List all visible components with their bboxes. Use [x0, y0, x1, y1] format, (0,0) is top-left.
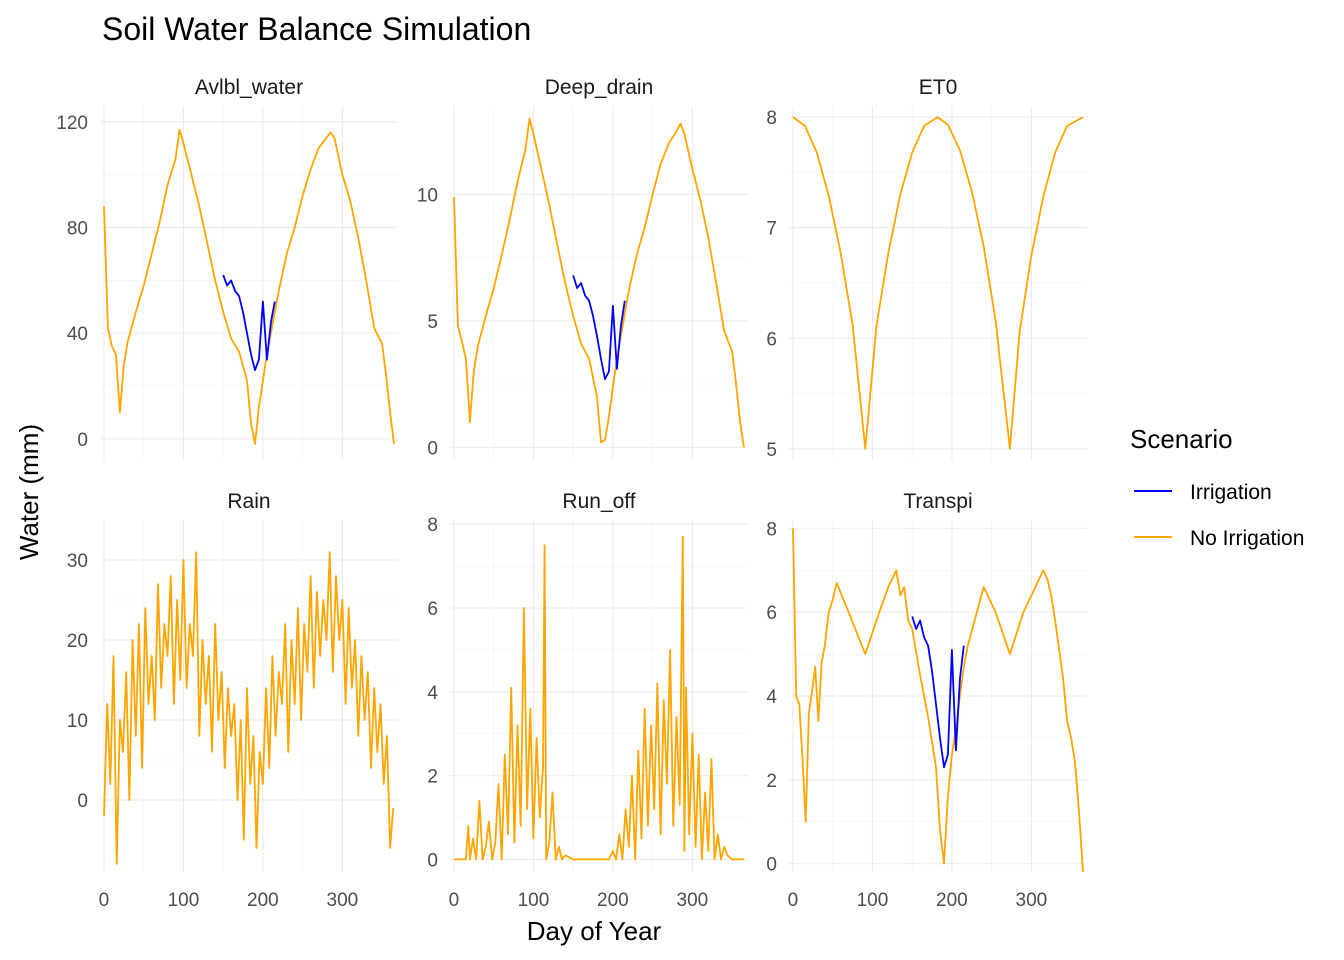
- series-line-no-irrigation: [792, 528, 1084, 873]
- facet-panel-avlbl-water: Avlbl_water 0 40 80 120: [56, 76, 398, 460]
- y-tick-label: 6: [427, 599, 438, 620]
- y-tick-label: 0: [766, 855, 777, 876]
- y-tick-label: 10: [417, 186, 438, 207]
- legend-label-no-irrigation: No Irrigation: [1190, 527, 1304, 550]
- facet-strip-label: Avlbl_water: [195, 76, 303, 99]
- x-tick-label: 0: [449, 890, 460, 911]
- y-axis-title: Water (mm): [14, 424, 44, 560]
- x-tick-label: 0: [99, 890, 110, 911]
- legend-label-irrigation: Irrigation: [1190, 481, 1272, 504]
- y-tick-label: 6: [766, 603, 777, 624]
- series-line-no-irrigation: [454, 535, 744, 861]
- x-tick-label: 100: [857, 890, 889, 911]
- series-line-irrigation: [222, 274, 276, 372]
- y-tick-label: 4: [766, 687, 777, 708]
- legend-title: Scenario: [1130, 424, 1233, 454]
- x-tick-label: 100: [518, 890, 550, 911]
- x-tick-label: 200: [247, 890, 279, 911]
- series-line-no-irrigation: [792, 116, 1084, 450]
- y-tick-label: 8: [427, 515, 438, 536]
- series-line-no-irrigation: [103, 128, 395, 446]
- series-line-no-irrigation: [103, 551, 395, 865]
- facet-panel-deep-drain: Deep_drain 0 5 10: [417, 76, 748, 460]
- y-tick-label: 8: [766, 108, 777, 129]
- legend: Scenario Irrigation No Irrigation: [1130, 424, 1304, 550]
- y-tick-label: 0: [427, 438, 438, 459]
- y-tick-label: 2: [766, 771, 777, 792]
- x-tick-label: 300: [1016, 890, 1048, 911]
- chart-title: Soil Water Balance Simulation: [102, 11, 531, 47]
- facet-panel-run-off: Run_off 0 2 4 6 8 0 100 200 300: [427, 490, 748, 911]
- y-tick-label: 7: [766, 219, 777, 240]
- y-tick-label: 40: [67, 324, 88, 345]
- facet-strip-label: Transpi: [903, 490, 972, 513]
- x-tick-label: 300: [677, 890, 709, 911]
- facet-grid: Avlbl_water04080120Deep_drain0510ET05678…: [56, 76, 1087, 911]
- y-tick-label: 0: [427, 850, 438, 871]
- y-tick-label: 4: [427, 683, 438, 704]
- facet-strip-label: Rain: [227, 490, 270, 513]
- x-tick-label: 200: [597, 890, 629, 911]
- y-tick-label: 0: [77, 430, 88, 451]
- y-tick-label: 120: [56, 113, 88, 134]
- x-axis-title: Day of Year: [527, 916, 662, 946]
- x-tick-label: 200: [936, 890, 968, 911]
- facet-strip-label: ET0: [919, 76, 958, 99]
- series-line-no-irrigation: [453, 117, 745, 448]
- facet-panel-et0: ET0 5 6 7 8: [766, 76, 1087, 461]
- y-tick-label: 5: [427, 312, 438, 333]
- y-tick-label: 80: [67, 219, 88, 240]
- x-tick-label: 300: [327, 890, 359, 911]
- facet-strip-label: Run_off: [562, 490, 635, 513]
- y-tick-label: 5: [766, 440, 777, 461]
- facet-panel-transpi: Transpi 0 2 4 6 8 0 100 200 300: [766, 490, 1087, 911]
- y-tick-label: 20: [67, 631, 88, 652]
- facet-strip-label: Deep_drain: [545, 76, 654, 99]
- y-tick-label: 30: [67, 551, 88, 572]
- y-tick-label: 6: [766, 329, 777, 350]
- series-line-irrigation: [572, 275, 626, 381]
- y-tick-label: 8: [766, 519, 777, 540]
- x-tick-label: 0: [788, 890, 799, 911]
- y-tick-label: 0: [77, 791, 88, 812]
- y-tick-label: 10: [67, 711, 88, 732]
- x-tick-label: 100: [168, 890, 200, 911]
- series-line-irrigation: [911, 616, 965, 769]
- y-tick-label: 2: [427, 767, 438, 788]
